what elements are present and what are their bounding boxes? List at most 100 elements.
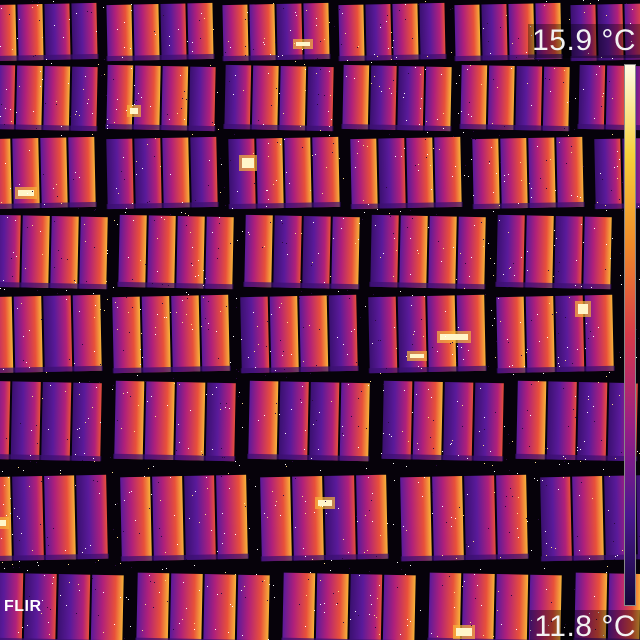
panel-frame-edge	[247, 453, 370, 462]
panel-frame-edge	[243, 281, 360, 290]
panel-module	[349, 574, 383, 640]
panel-module	[397, 66, 425, 131]
panel-module	[175, 382, 206, 461]
solar-panel	[0, 294, 103, 374]
panel-module	[324, 475, 356, 560]
panel-module	[187, 2, 214, 60]
hotspot	[296, 42, 310, 46]
panel-module	[0, 296, 14, 374]
panel-module	[392, 3, 419, 60]
solar-panel	[341, 64, 452, 132]
solar-panel	[496, 294, 615, 374]
panel-module	[309, 382, 340, 461]
panel-module	[443, 382, 474, 461]
panel-module	[496, 474, 528, 560]
panel-frame-edge	[228, 201, 341, 210]
solar-panel	[0, 380, 102, 462]
solar-panel	[454, 2, 563, 62]
panel-module	[350, 138, 378, 210]
panel-frame-edge	[105, 123, 216, 132]
panel-frame-edge	[400, 553, 529, 562]
panel-module	[136, 572, 170, 640]
panel-module	[535, 2, 562, 60]
panel-module	[382, 574, 416, 640]
solar-panel	[240, 294, 359, 374]
panel-frame-edge	[495, 281, 612, 290]
panel-module	[528, 574, 562, 640]
panel-module	[205, 216, 234, 290]
solar-panel	[243, 214, 360, 290]
hotspot	[410, 354, 424, 358]
panel-module	[276, 3, 303, 60]
panel-module	[71, 382, 102, 462]
panel-module	[90, 574, 124, 640]
solar-panel	[222, 2, 331, 62]
panel-frame-edge	[338, 53, 447, 62]
panel-frame-edge	[472, 201, 585, 210]
solar-panel	[223, 64, 334, 132]
solar-panel	[117, 214, 234, 290]
panel-module	[248, 380, 279, 460]
panel-frame-edge	[381, 453, 504, 462]
panel-module	[454, 4, 481, 62]
panel-module	[368, 296, 398, 374]
panel-frame-edge	[223, 123, 334, 132]
solar-panel	[281, 572, 416, 640]
solar-panel	[400, 474, 529, 562]
panel-module	[356, 474, 388, 560]
panel-module	[273, 215, 302, 288]
solar-panel	[472, 136, 585, 210]
temperature-scale-bar	[624, 64, 636, 606]
panel-module	[306, 66, 334, 132]
panel-frame-edge	[496, 365, 615, 374]
panel-module	[21, 215, 50, 288]
panel-module	[162, 137, 190, 208]
panel-module	[284, 137, 312, 208]
panel-module	[43, 66, 71, 131]
panel-module	[278, 381, 309, 460]
solar-panel	[247, 380, 370, 462]
solar-panel	[369, 214, 486, 290]
panel-module	[224, 64, 252, 130]
panel-frame-edge	[0, 553, 109, 562]
panel-frame-edge	[0, 453, 102, 462]
panel-module	[12, 476, 44, 561]
solar-panel	[112, 294, 231, 374]
panel-frame-edge	[0, 201, 97, 210]
panel-frame-edge	[120, 553, 249, 562]
panel-module	[583, 216, 612, 290]
panel-module	[339, 382, 370, 462]
panel-module	[43, 295, 73, 372]
panel-module	[472, 138, 500, 210]
panel-module	[303, 2, 330, 60]
panel-module	[342, 64, 370, 130]
panel-module	[249, 4, 276, 61]
panel-module	[17, 4, 44, 61]
panel-module	[312, 136, 340, 208]
solar-panel	[0, 474, 109, 562]
panel-frame-edge	[112, 365, 231, 374]
panel-module	[203, 574, 237, 640]
panel-module	[419, 2, 446, 60]
panel-module	[106, 64, 134, 130]
panel-module	[457, 216, 486, 290]
panel-module	[546, 381, 577, 460]
solar-panel	[350, 136, 463, 210]
panel-module	[141, 296, 171, 373]
solar-panel	[0, 2, 99, 62]
panel-module	[160, 3, 187, 60]
solar-panel	[0, 214, 108, 290]
panel-module	[0, 214, 21, 288]
panel-module	[400, 476, 432, 562]
panel-module	[10, 381, 41, 460]
panel-module	[244, 214, 273, 288]
panel-module	[200, 294, 230, 372]
panel-module	[570, 4, 597, 62]
panel-module	[176, 216, 205, 289]
panel-module	[412, 381, 443, 460]
panel-module	[594, 138, 622, 210]
hotspot	[456, 628, 472, 636]
panel-module	[624, 3, 640, 60]
solar-panel	[120, 474, 249, 562]
panel-module	[397, 296, 427, 373]
